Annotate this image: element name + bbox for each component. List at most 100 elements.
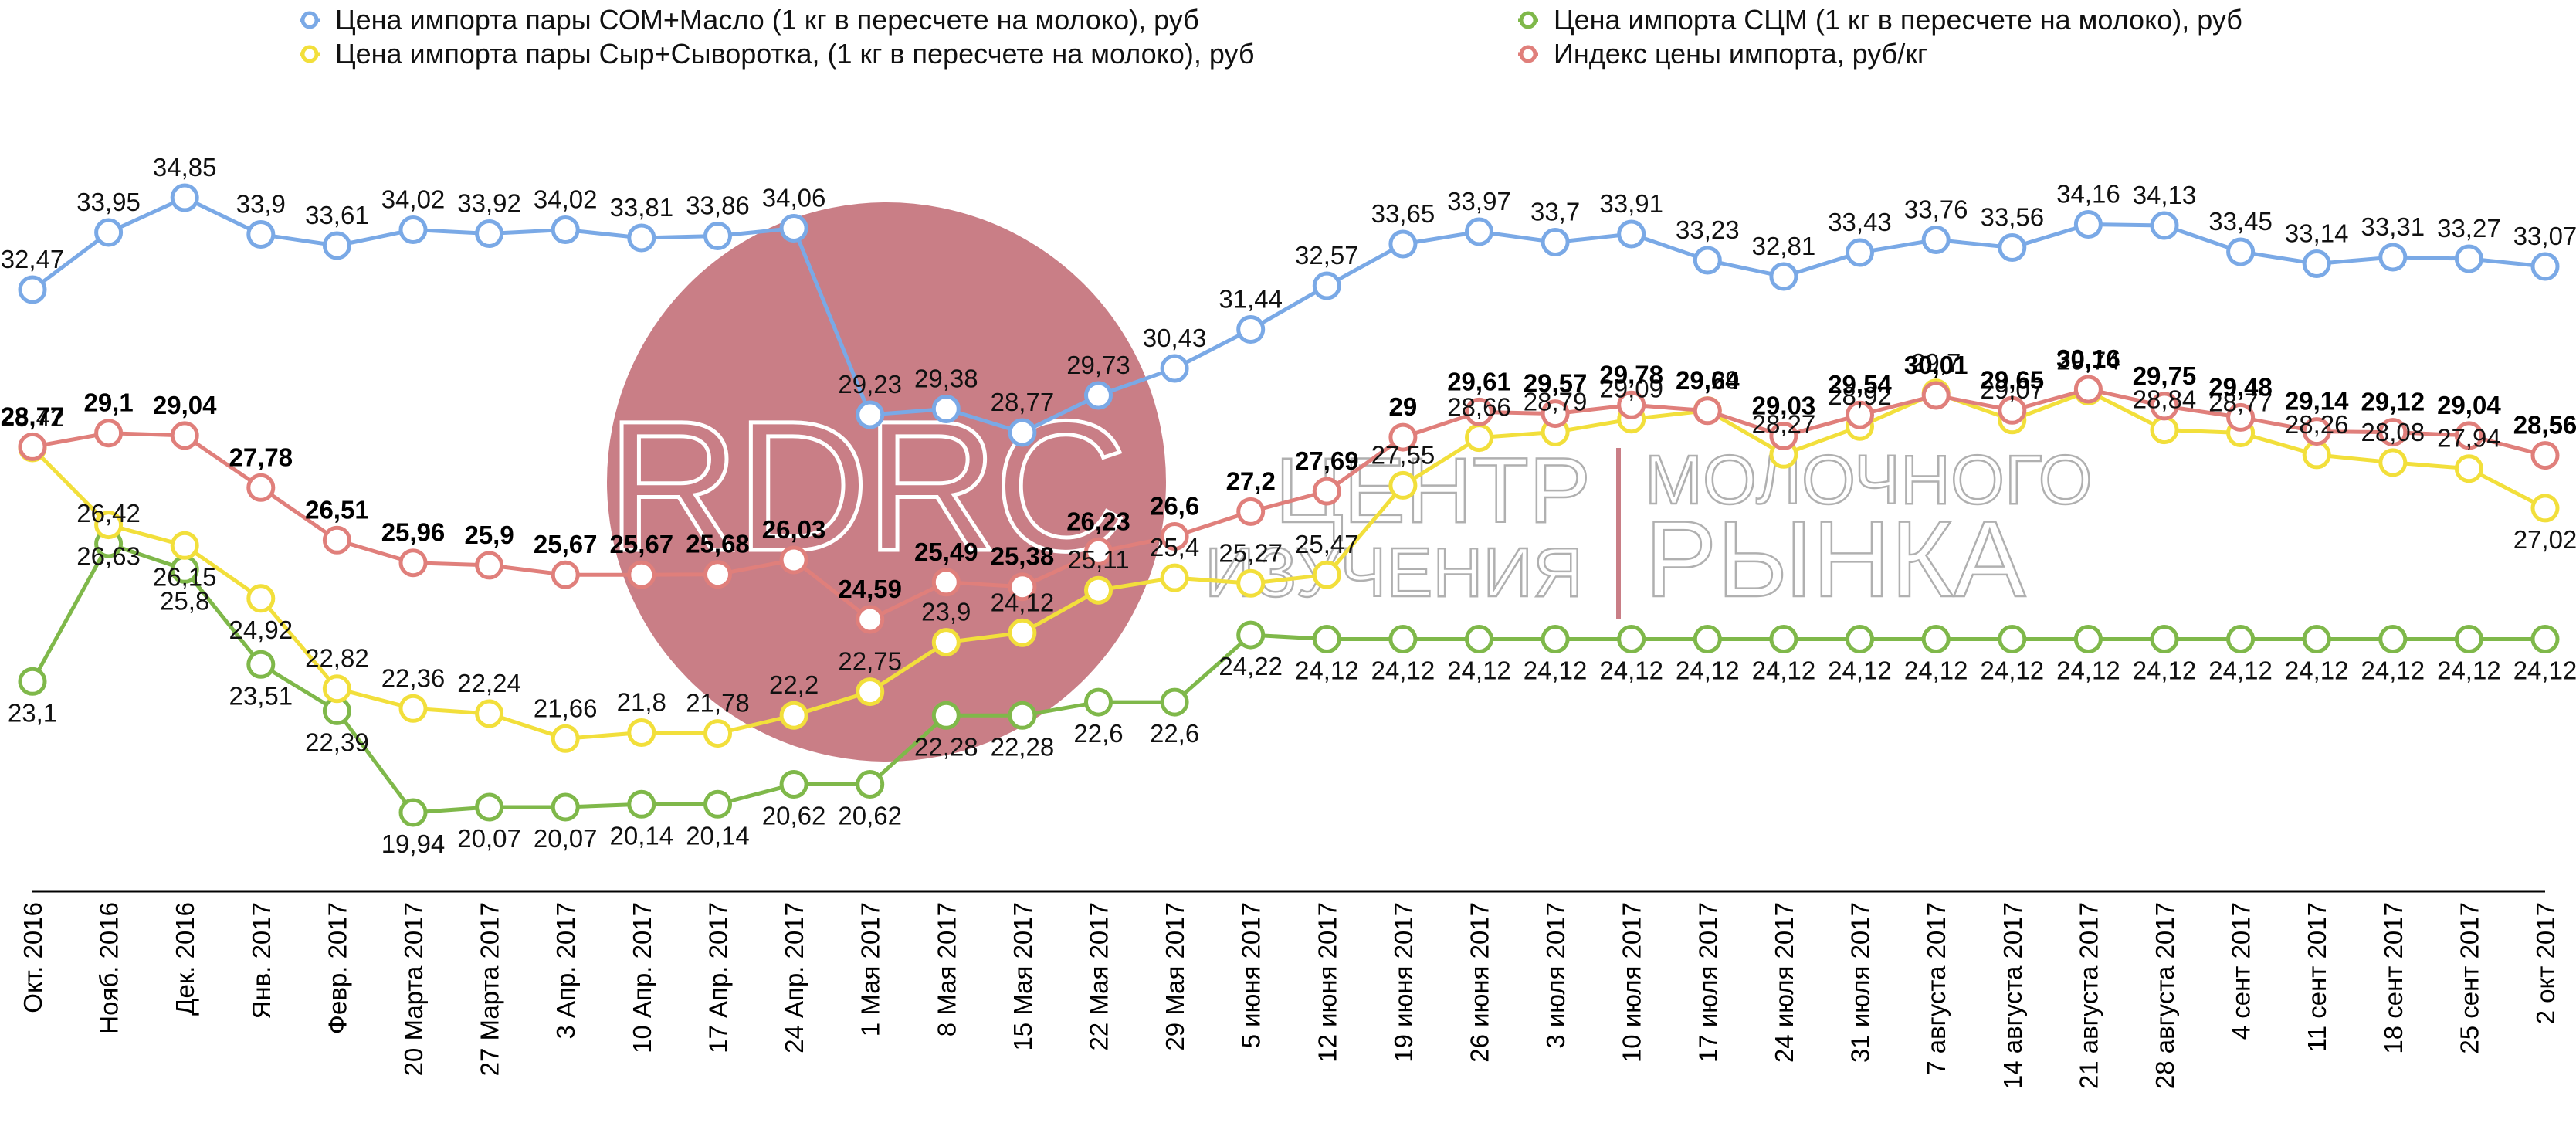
x-tick-label-17: 12 июня 2017 xyxy=(1313,902,1341,1063)
data-label-red-6: 25,9 xyxy=(464,521,514,549)
data-label-blue-9: 33,86 xyxy=(686,192,750,220)
data-label-yellow-28: 28,84 xyxy=(2133,385,2197,414)
point-yellow-14 xyxy=(1084,575,1113,605)
x-tick-label-29: 4 сент 2017 xyxy=(2227,902,2256,1040)
point-green-3 xyxy=(246,650,276,679)
point-blue-25 xyxy=(1921,226,1951,254)
point-green-32 xyxy=(2454,625,2483,653)
point-blue-18 xyxy=(1388,229,1418,259)
x-tick-label-16: 5 июня 2017 xyxy=(1237,902,1266,1048)
point-green-24 xyxy=(1846,625,1874,653)
series-red xyxy=(18,375,2560,634)
data-label-yellow-16: 25,27 xyxy=(1219,538,1283,567)
point-red-21 xyxy=(1617,390,1646,419)
point-red-28 xyxy=(2150,392,2179,421)
data-label-blue-30: 33,14 xyxy=(2285,219,2349,248)
point-yellow-30 xyxy=(2302,440,2331,470)
point-yellow-10 xyxy=(779,701,808,730)
point-blue-20 xyxy=(1541,228,1570,256)
x-tick-label-30: 11 сент 2017 xyxy=(2303,902,2331,1052)
data-label-green-26: 24,12 xyxy=(1981,656,2045,685)
data-label-red-16: 27,2 xyxy=(1226,467,1276,495)
data-label-red-13: 25,38 xyxy=(991,542,1055,571)
data-label-red-24: 29,54 xyxy=(1828,370,1892,399)
data-label-green-25: 24,12 xyxy=(1904,656,1968,685)
point-blue-5 xyxy=(398,215,428,244)
data-label-blue-3: 33,9 xyxy=(236,190,286,219)
point-green-10 xyxy=(779,770,808,799)
point-red-14 xyxy=(1084,537,1113,566)
data-label-blue-6: 33,92 xyxy=(457,189,521,218)
data-label-red-18: 29 xyxy=(1389,392,1418,421)
data-label-green-2: 25,8 xyxy=(160,586,209,615)
x-tick-label-0: Окт. 2016 xyxy=(19,902,47,1013)
point-yellow-15 xyxy=(1160,563,1189,592)
point-green-0 xyxy=(18,667,47,696)
data-label-green-22: 24,12 xyxy=(1676,656,1740,685)
data-label-yellow-21: 29,09 xyxy=(1599,375,1663,403)
point-red-33 xyxy=(2530,441,2560,470)
legend-marker-green xyxy=(1519,11,1537,29)
point-red-6 xyxy=(475,551,504,580)
x-tick-label-23: 24 июля 2017 xyxy=(1770,902,1798,1063)
data-label-yellow-26: 29,07 xyxy=(1981,375,2045,404)
legend-item-yellow: Цена импорта пары Сыр+Сыворотка, (1 кг в… xyxy=(300,38,1255,70)
data-label-red-23: 29,03 xyxy=(1752,392,1816,420)
point-red-10 xyxy=(779,545,808,575)
point-yellow-28 xyxy=(2150,416,2179,445)
data-label-red-27: 30,16 xyxy=(2056,344,2120,373)
point-green-29 xyxy=(2226,625,2256,653)
data-label-blue-11: 29,23 xyxy=(838,370,902,399)
data-label-blue-28: 34,13 xyxy=(2133,181,2197,209)
data-label-yellow-19: 28,66 xyxy=(1447,393,1511,422)
point-green-19 xyxy=(1465,625,1493,653)
x-tick-label-6: 27 Марта 2017 xyxy=(476,902,504,1076)
x-tick-label-13: 15 Мая 2017 xyxy=(1008,902,1037,1051)
point-green-26 xyxy=(1998,625,2027,653)
data-label-red-4: 26,51 xyxy=(305,495,369,524)
point-blue-31 xyxy=(2378,243,2408,272)
data-label-yellow-17: 25,47 xyxy=(1295,530,1359,558)
x-tick-label-5: 20 Марта 2017 xyxy=(399,902,428,1076)
point-yellow-4 xyxy=(322,674,351,704)
point-red-32 xyxy=(2454,421,2483,450)
data-label-green-16: 24,22 xyxy=(1219,652,1283,680)
point-red-1 xyxy=(94,419,124,448)
data-label-yellow-30: 28,26 xyxy=(2285,410,2349,439)
data-label-blue-10: 34,06 xyxy=(762,184,826,212)
point-green-9 xyxy=(703,789,732,819)
data-label-red-22: 29,64 xyxy=(1676,366,1740,395)
x-tick-label-4: Февр. 2017 xyxy=(323,902,351,1034)
point-green-28 xyxy=(2150,625,2179,653)
data-label-yellow-20: 28,79 xyxy=(1524,387,1588,416)
data-label-blue-5: 34,02 xyxy=(381,185,446,214)
point-green-12 xyxy=(931,701,961,730)
data-label-yellow-25: 29,7 xyxy=(1911,348,1961,377)
data-label-blue-22: 33,23 xyxy=(1676,215,1740,244)
series-layer xyxy=(18,183,2560,827)
data-label-yellow-10: 22,2 xyxy=(769,670,819,699)
data-label-blue-0: 32,47 xyxy=(1,245,65,273)
data-label-red-15: 26,6 xyxy=(1150,492,1199,521)
data-label-yellow-0: 28,42 xyxy=(1,403,65,432)
data-label-yellow-31: 28,08 xyxy=(2361,418,2425,446)
data-label-yellow-4: 22,82 xyxy=(305,644,369,673)
data-label-blue-15: 30,43 xyxy=(1143,324,1207,352)
point-blue-22 xyxy=(1693,246,1722,275)
series-line-yellow xyxy=(31,389,2547,741)
data-label-blue-19: 33,97 xyxy=(1447,187,1511,215)
data-label-red-9: 25,68 xyxy=(686,530,750,558)
data-label-red-29: 29,48 xyxy=(2208,372,2273,401)
data-label-green-13: 22,28 xyxy=(991,732,1055,761)
point-blue-32 xyxy=(2454,244,2483,273)
data-label-green-15: 22,6 xyxy=(1150,719,1199,748)
x-tick-label-11: 1 Мая 2017 xyxy=(856,902,885,1036)
point-red-12 xyxy=(931,568,961,597)
point-blue-23 xyxy=(1769,262,1798,291)
point-yellow-16 xyxy=(1236,568,1266,598)
point-blue-19 xyxy=(1465,217,1493,246)
data-label-yellow-22: 29,29 xyxy=(1676,366,1740,395)
point-blue-7 xyxy=(551,215,580,244)
point-blue-9 xyxy=(703,222,732,250)
data-label-green-18: 24,12 xyxy=(1371,656,1435,685)
